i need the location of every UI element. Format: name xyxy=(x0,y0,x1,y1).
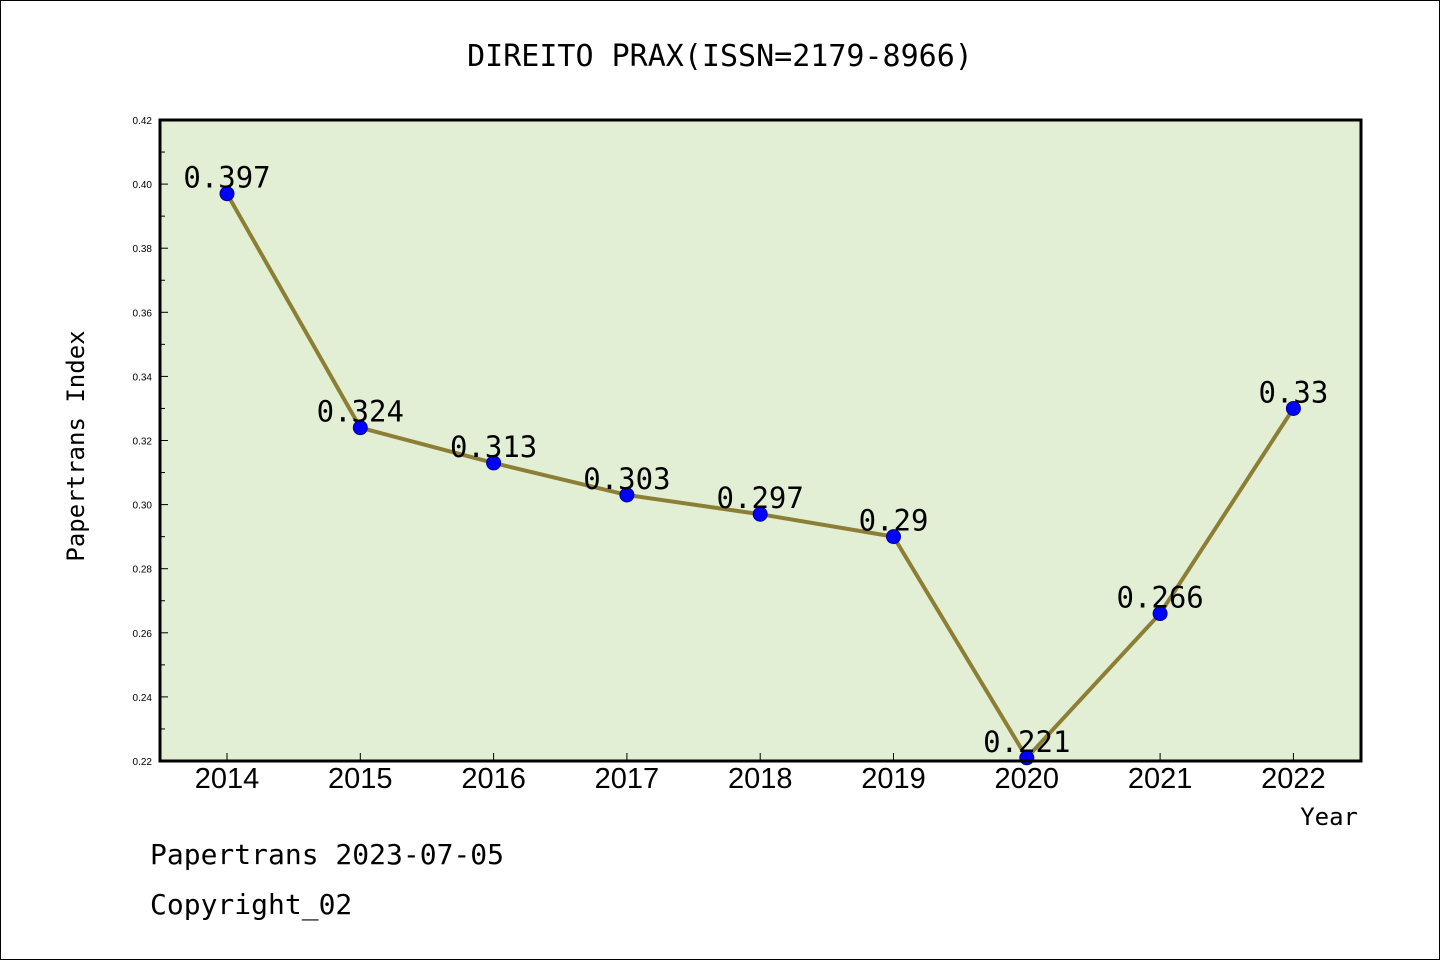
y-tick-label: 0.34 xyxy=(133,372,153,383)
footer-copyright: Copyright_02 xyxy=(150,888,352,922)
x-axis-ticks: 2014 2015 2016 2017 2018 2019 2020 2021 2022 xyxy=(195,753,1326,795)
x-tick-label: 2019 xyxy=(861,763,926,795)
data-label-2017: 0.303 xyxy=(583,462,670,496)
y-tick-label: 0.40 xyxy=(133,180,153,191)
data-point-2017 xyxy=(619,487,635,503)
y-axis-ticks: 0.22 0.24 0.26 0.28 0.30 0.32 0.34 0.36 0.38 0.40… xyxy=(133,116,168,768)
chart-title: DIREITO PRAX(ISSN=2179-8966) xyxy=(467,39,973,74)
data-point-2019 xyxy=(886,529,901,545)
data-label-2021: 0.266 xyxy=(1116,581,1203,615)
y-tick-label: 0.28 xyxy=(133,565,153,576)
y-tick-label: 0.42 xyxy=(133,116,153,127)
data-label-2019: 0.29 xyxy=(859,504,929,538)
y-tick-label: 0.22 xyxy=(133,757,153,768)
data-point-2014 xyxy=(219,186,235,202)
x-tick-label: 2015 xyxy=(328,763,393,795)
data-label-2020: 0.221 xyxy=(983,725,1070,759)
x-tick-label: 2022 xyxy=(1261,763,1326,795)
data-labels: 0.397 0.324 0.313 0.303 0.297 0.29 0.221 0.266 0… xyxy=(183,161,1328,759)
data-point-2018 xyxy=(752,506,768,522)
y-tick-label: 0.32 xyxy=(133,437,153,448)
x-tick-label: 2020 xyxy=(995,763,1060,795)
x-tick-label: 2018 xyxy=(728,763,793,795)
x-tick-label: 2021 xyxy=(1128,763,1193,795)
plot-border xyxy=(158,118,1363,763)
data-label-2018: 0.297 xyxy=(717,481,804,515)
x-tick-label: 2017 xyxy=(595,763,660,795)
y-tick-label: 0.24 xyxy=(133,693,153,704)
data-point-2015 xyxy=(352,420,368,436)
x-axis-label: Year xyxy=(1300,803,1358,831)
x-tick-label: 2016 xyxy=(461,763,526,795)
series-layer xyxy=(219,186,1301,766)
data-point-2016 xyxy=(486,455,502,471)
data-point-2022 xyxy=(1285,400,1301,416)
data-label-2015: 0.324 xyxy=(317,395,404,429)
y-tick-label: 0.36 xyxy=(133,308,153,319)
data-label-2022: 0.33 xyxy=(1258,375,1328,409)
data-point-2021 xyxy=(1152,606,1168,622)
data-label-2016: 0.313 xyxy=(450,430,537,464)
plot-area xyxy=(160,120,1361,761)
footer-date: Papertrans 2023-07-05 xyxy=(150,838,504,871)
y-axis-label: Papertrans Index xyxy=(62,330,90,561)
data-label-2014: 0.397 xyxy=(183,161,270,195)
y-tick-label: 0.26 xyxy=(133,629,153,640)
y-tick-label: 0.30 xyxy=(133,501,153,512)
y-tick-label: 0.38 xyxy=(133,244,153,255)
x-tick-label: 2014 xyxy=(195,763,260,795)
